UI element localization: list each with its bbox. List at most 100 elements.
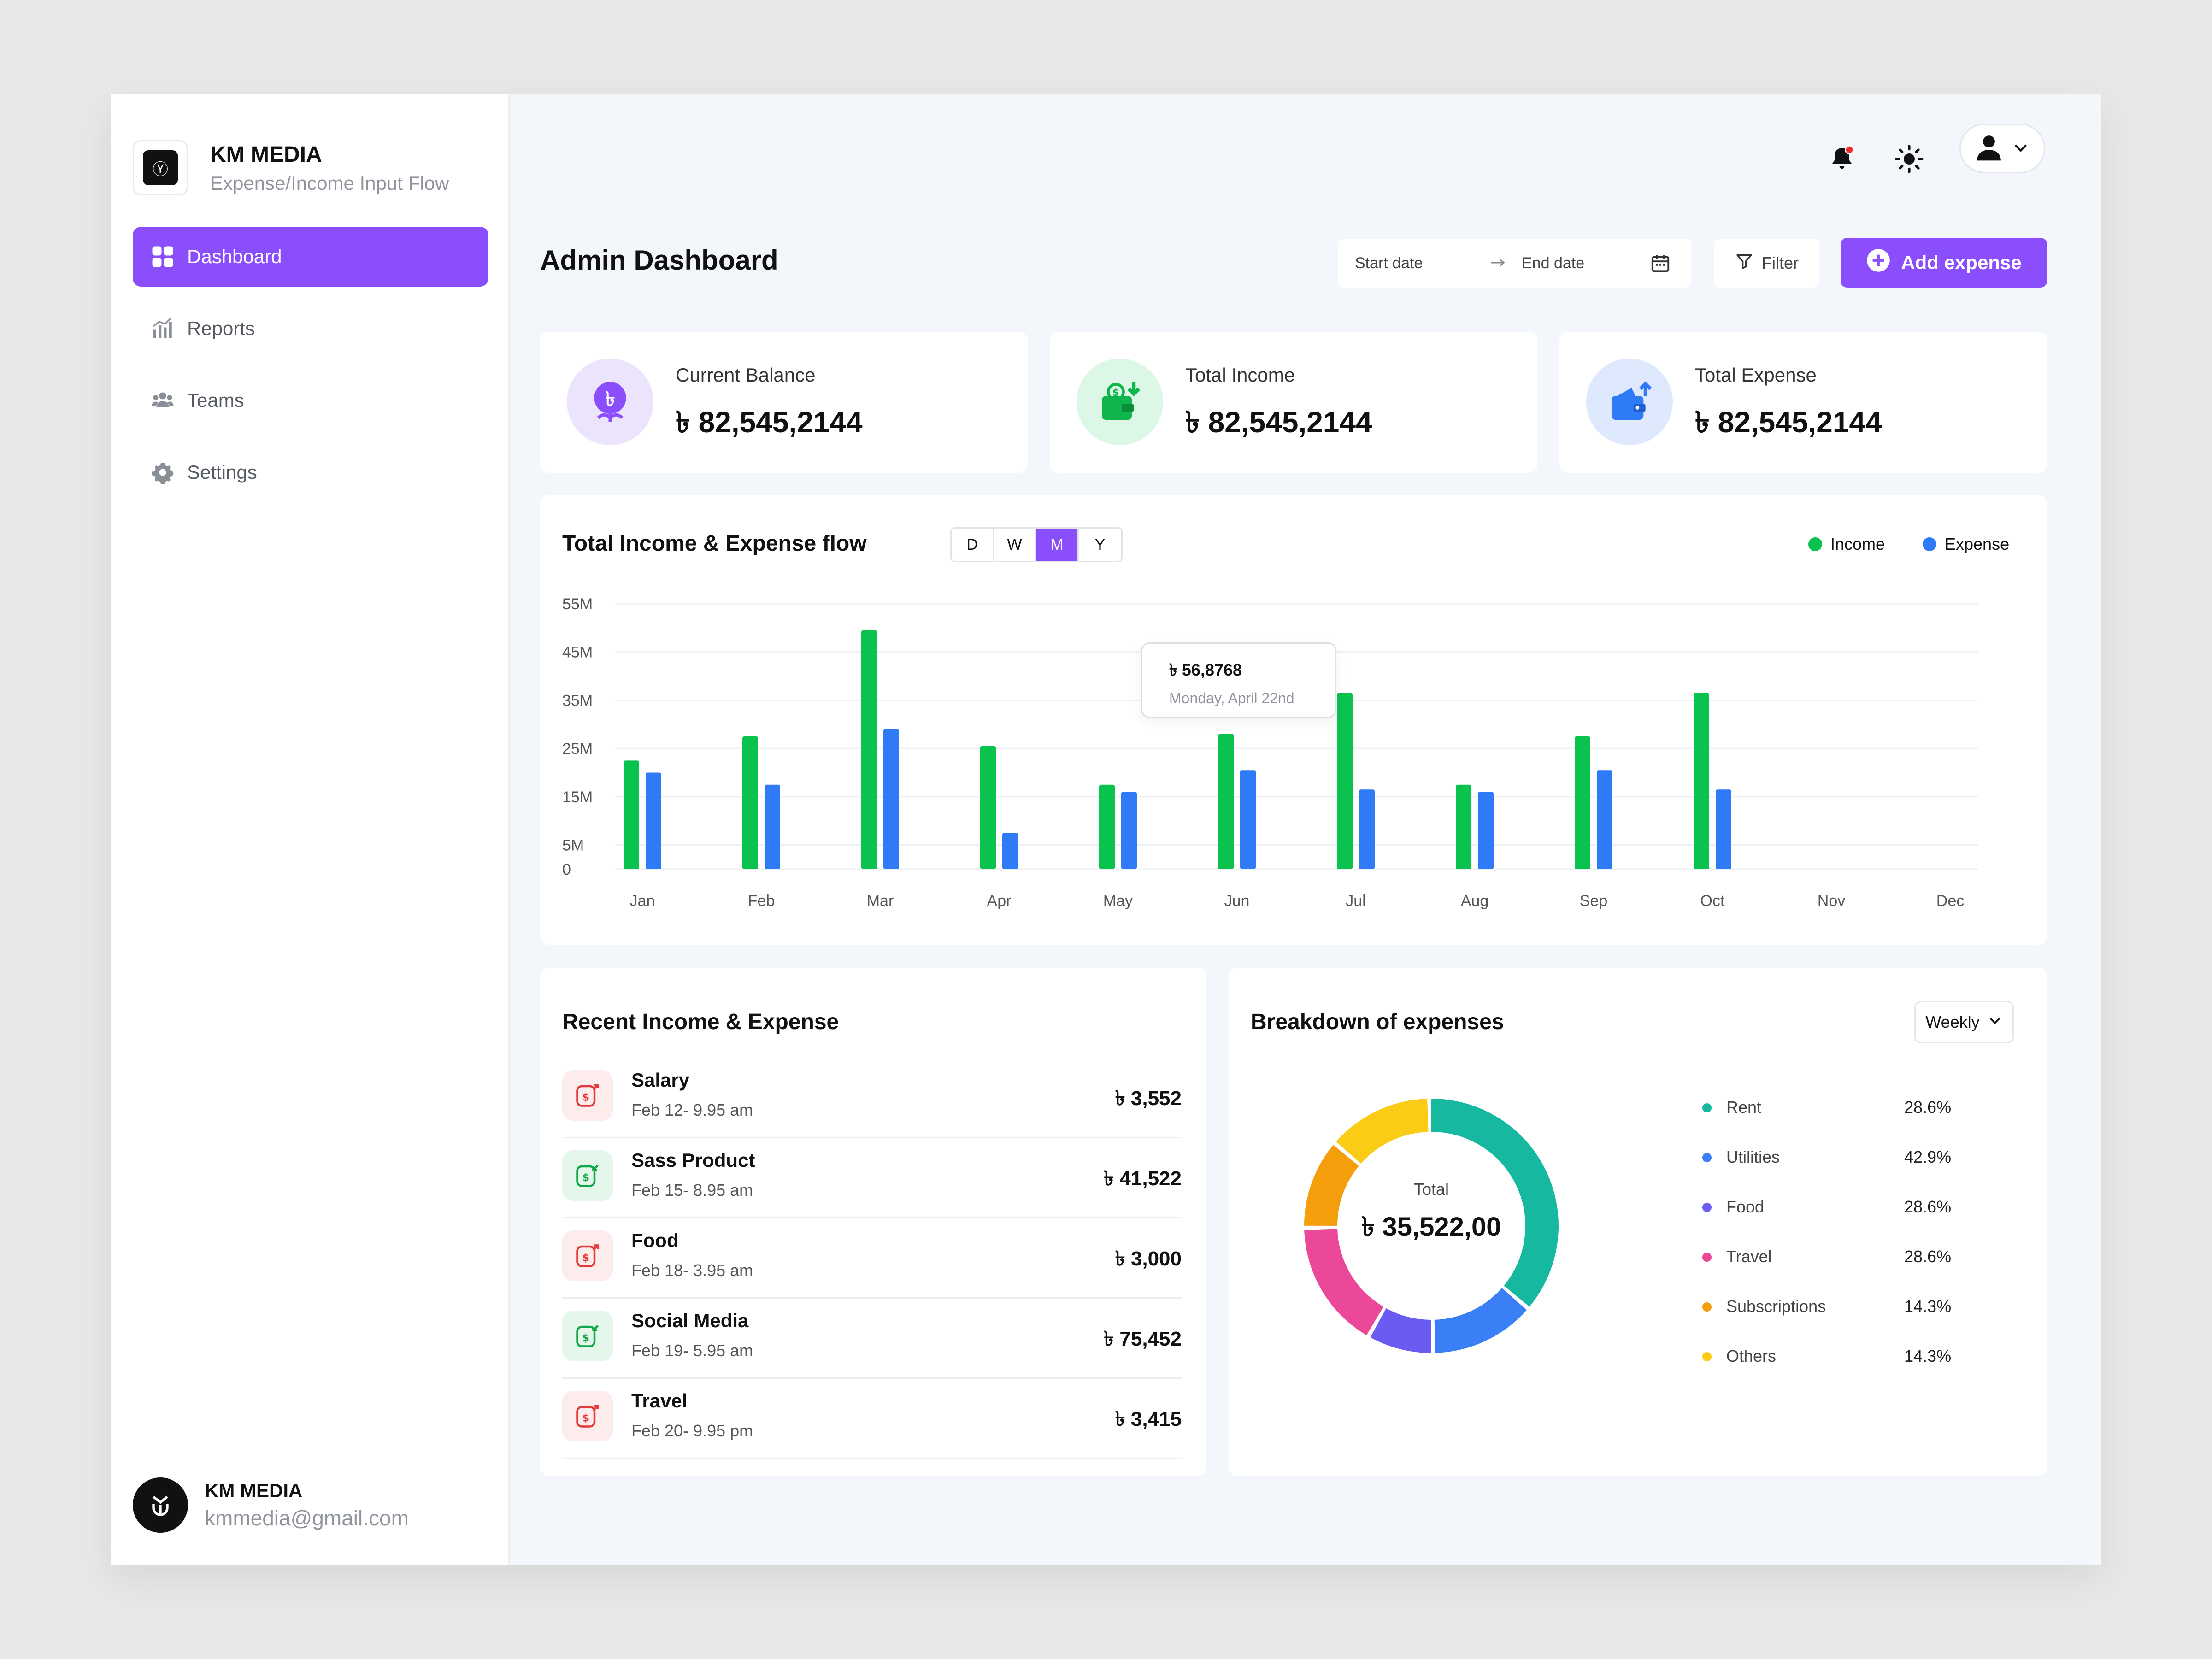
svg-text:$: $ <box>582 1332 589 1344</box>
svg-text:৳: ৳ <box>605 388 615 411</box>
period-m-button[interactable]: M <box>1036 529 1079 561</box>
chevron-down-icon <box>1987 1012 2003 1032</box>
bar-income-jun[interactable] <box>1218 734 1234 869</box>
tooltip-date: Monday, April 22nd <box>1169 690 1294 706</box>
bar-expense-jun[interactable] <box>1240 770 1256 869</box>
bar-expense-mar[interactable] <box>883 729 899 869</box>
period-y-button[interactable]: Y <box>1094 535 1106 553</box>
period-w-button[interactable]: W <box>994 529 1036 561</box>
period-segmented-control: D W M Y <box>950 527 1123 562</box>
transaction-amount: ৳ 3,552 <box>1115 1087 1182 1110</box>
bar-income-sep[interactable] <box>1575 736 1590 869</box>
breakdown-name: Others <box>1726 1347 1777 1365</box>
breakdown-item: Rent 28.6% <box>1702 1095 1960 1123</box>
money-out-icon: $ <box>562 1391 613 1441</box>
breakdown-percent: 42.9% <box>1904 1147 1952 1166</box>
bar-expense-apr[interactable] <box>1002 833 1018 869</box>
bar-income-may[interactable] <box>1099 784 1115 869</box>
date-range-picker[interactable]: Start date End date <box>1338 239 1691 288</box>
transaction-date: Feb 12- 9.95 am <box>631 1100 753 1119</box>
filter-icon <box>1735 252 1753 275</box>
start-date-input[interactable]: Start date <box>1355 254 1423 272</box>
bar-expense-aug[interactable] <box>1478 792 1494 869</box>
bar-chart-icon <box>150 316 175 341</box>
user-menu[interactable] <box>1959 124 2045 173</box>
bar-expense-sep[interactable] <box>1597 770 1612 869</box>
breakdown-dot <box>1702 1203 1712 1212</box>
x-tick-label: Jan <box>630 892 655 910</box>
breakdown-title: Breakdown of expenses <box>1251 1010 1504 1034</box>
user-email: kmmedia@gmail.com <box>205 1506 409 1530</box>
recent-title: Recent Income & Expense <box>562 1010 839 1034</box>
breakdown-percent: 28.6% <box>1904 1197 1952 1216</box>
bar-expense-feb[interactable] <box>765 784 780 869</box>
notification-bell-icon[interactable] <box>1821 138 1863 180</box>
transaction-row[interactable]: $ Travel Feb 20- 9.95 pm ৳ 3,415 <box>562 1379 1182 1459</box>
breakdown-item: Utilities 42.9% <box>1702 1145 1960 1172</box>
brand-title: KM MEDIA <box>210 142 322 167</box>
bar-income-feb[interactable] <box>742 736 758 869</box>
bar-expense-may[interactable] <box>1121 792 1137 869</box>
period-d-button[interactable]: D <box>952 529 994 561</box>
stat-value: ৳ 82,545,2144 <box>1185 406 1372 439</box>
donut-total-value: ৳ 35,522,00 <box>1361 1212 1501 1242</box>
end-date-input[interactable]: End date <box>1522 254 1585 272</box>
transaction-row[interactable]: $ Sass Product Feb 15- 8.95 am ৳ 41,522 <box>562 1138 1182 1218</box>
legend-label: Income <box>1830 535 1885 553</box>
bar-income-jul[interactable] <box>1337 693 1353 869</box>
transaction-title: Sass Product <box>631 1149 755 1171</box>
svg-text:$: $ <box>582 1091 589 1103</box>
x-tick-label: May <box>1103 892 1133 910</box>
user-profile[interactable]: KM MEDIA kmmedia@gmail.com <box>133 1477 409 1533</box>
filter-button[interactable]: Filter <box>1714 239 1819 288</box>
avatar <box>133 1477 188 1533</box>
bar-income-jan[interactable] <box>624 760 639 869</box>
legend-income: Income <box>1808 535 1885 554</box>
grid-icon <box>150 244 175 269</box>
breakdown-dot <box>1702 1253 1712 1262</box>
transaction-amount: ৳ 41,522 <box>1104 1167 1182 1190</box>
money-out-icon: $ <box>562 1070 613 1121</box>
breakdown-name: Utilities <box>1726 1147 1780 1166</box>
transaction-row[interactable]: $ Food Feb 18- 3.95 am ৳ 3,000 <box>562 1218 1182 1299</box>
add-expense-label: Add expense <box>1901 252 2022 273</box>
chart-tooltip: ৳ 56,8768 Monday, April 22nd <box>1141 642 1336 718</box>
transaction-title: Salary <box>631 1069 690 1091</box>
bar-chart: 0 5M 15M 25M 35M 45M 55M Jan Feb Mar Apr May Jun Jul A… <box>562 595 1978 910</box>
sidebar-item-dashboard[interactable]: Dashboard <box>133 227 488 287</box>
x-tick-label: Jul <box>1346 892 1365 910</box>
svg-text:$: $ <box>582 1412 589 1424</box>
sidebar-item-settings[interactable]: Settings <box>133 442 488 502</box>
breakdown-item: Others 14.3% <box>1702 1344 1960 1371</box>
bar-income-apr[interactable] <box>980 746 996 869</box>
sidebar-item-reports[interactable]: Reports <box>133 299 488 359</box>
breakdown-name: Food <box>1726 1197 1765 1216</box>
transaction-row[interactable]: $ Social Media Feb 19- 5.95 am ৳ 75,452 <box>562 1299 1182 1379</box>
tooltip-value: ৳ 56,8768 <box>1169 660 1242 679</box>
taka-coin-icon: ৳ <box>567 359 653 445</box>
brand-logo[interactable]: Ⓨ <box>133 140 188 195</box>
breakdown-dot <box>1702 1352 1712 1361</box>
transaction-date: Feb 19- 5.95 am <box>631 1341 753 1360</box>
sun-icon[interactable] <box>1888 138 1930 180</box>
bar-expense-oct[interactable] <box>1716 789 1731 869</box>
transaction-row[interactable]: $ Salary Feb 12- 9.95 am ৳ 3,552 <box>562 1058 1182 1138</box>
bar-income-aug[interactable] <box>1456 784 1471 869</box>
legend-expense: Expense <box>1923 535 2009 554</box>
add-expense-button[interactable]: Add expense <box>1841 238 2047 288</box>
bar-income-mar[interactable] <box>861 630 877 869</box>
bar-expense-jul[interactable] <box>1359 789 1375 869</box>
bar-income-oct[interactable] <box>1694 693 1709 869</box>
donut-slice-rent[interactable] <box>1304 1099 1559 1353</box>
period-dropdown[interactable]: Weekly <box>1914 1001 2014 1043</box>
transaction-title: Food <box>631 1230 679 1251</box>
transaction-date: Feb 20- 9.95 pm <box>631 1421 753 1440</box>
sidebar-item-teams[interactable]: Teams <box>133 371 488 430</box>
sidebar-item-label: Dashboard <box>187 246 282 267</box>
bar-expense-jan[interactable] <box>646 772 661 869</box>
calendar-icon[interactable] <box>1650 253 1671 278</box>
wallet-out-icon <box>1586 359 1673 445</box>
total-expense-card: Total Expense ৳ 82,545,2144 <box>1559 332 2047 473</box>
sidebar-item-label: Settings <box>187 461 257 483</box>
legend-dot <box>1923 537 1936 551</box>
